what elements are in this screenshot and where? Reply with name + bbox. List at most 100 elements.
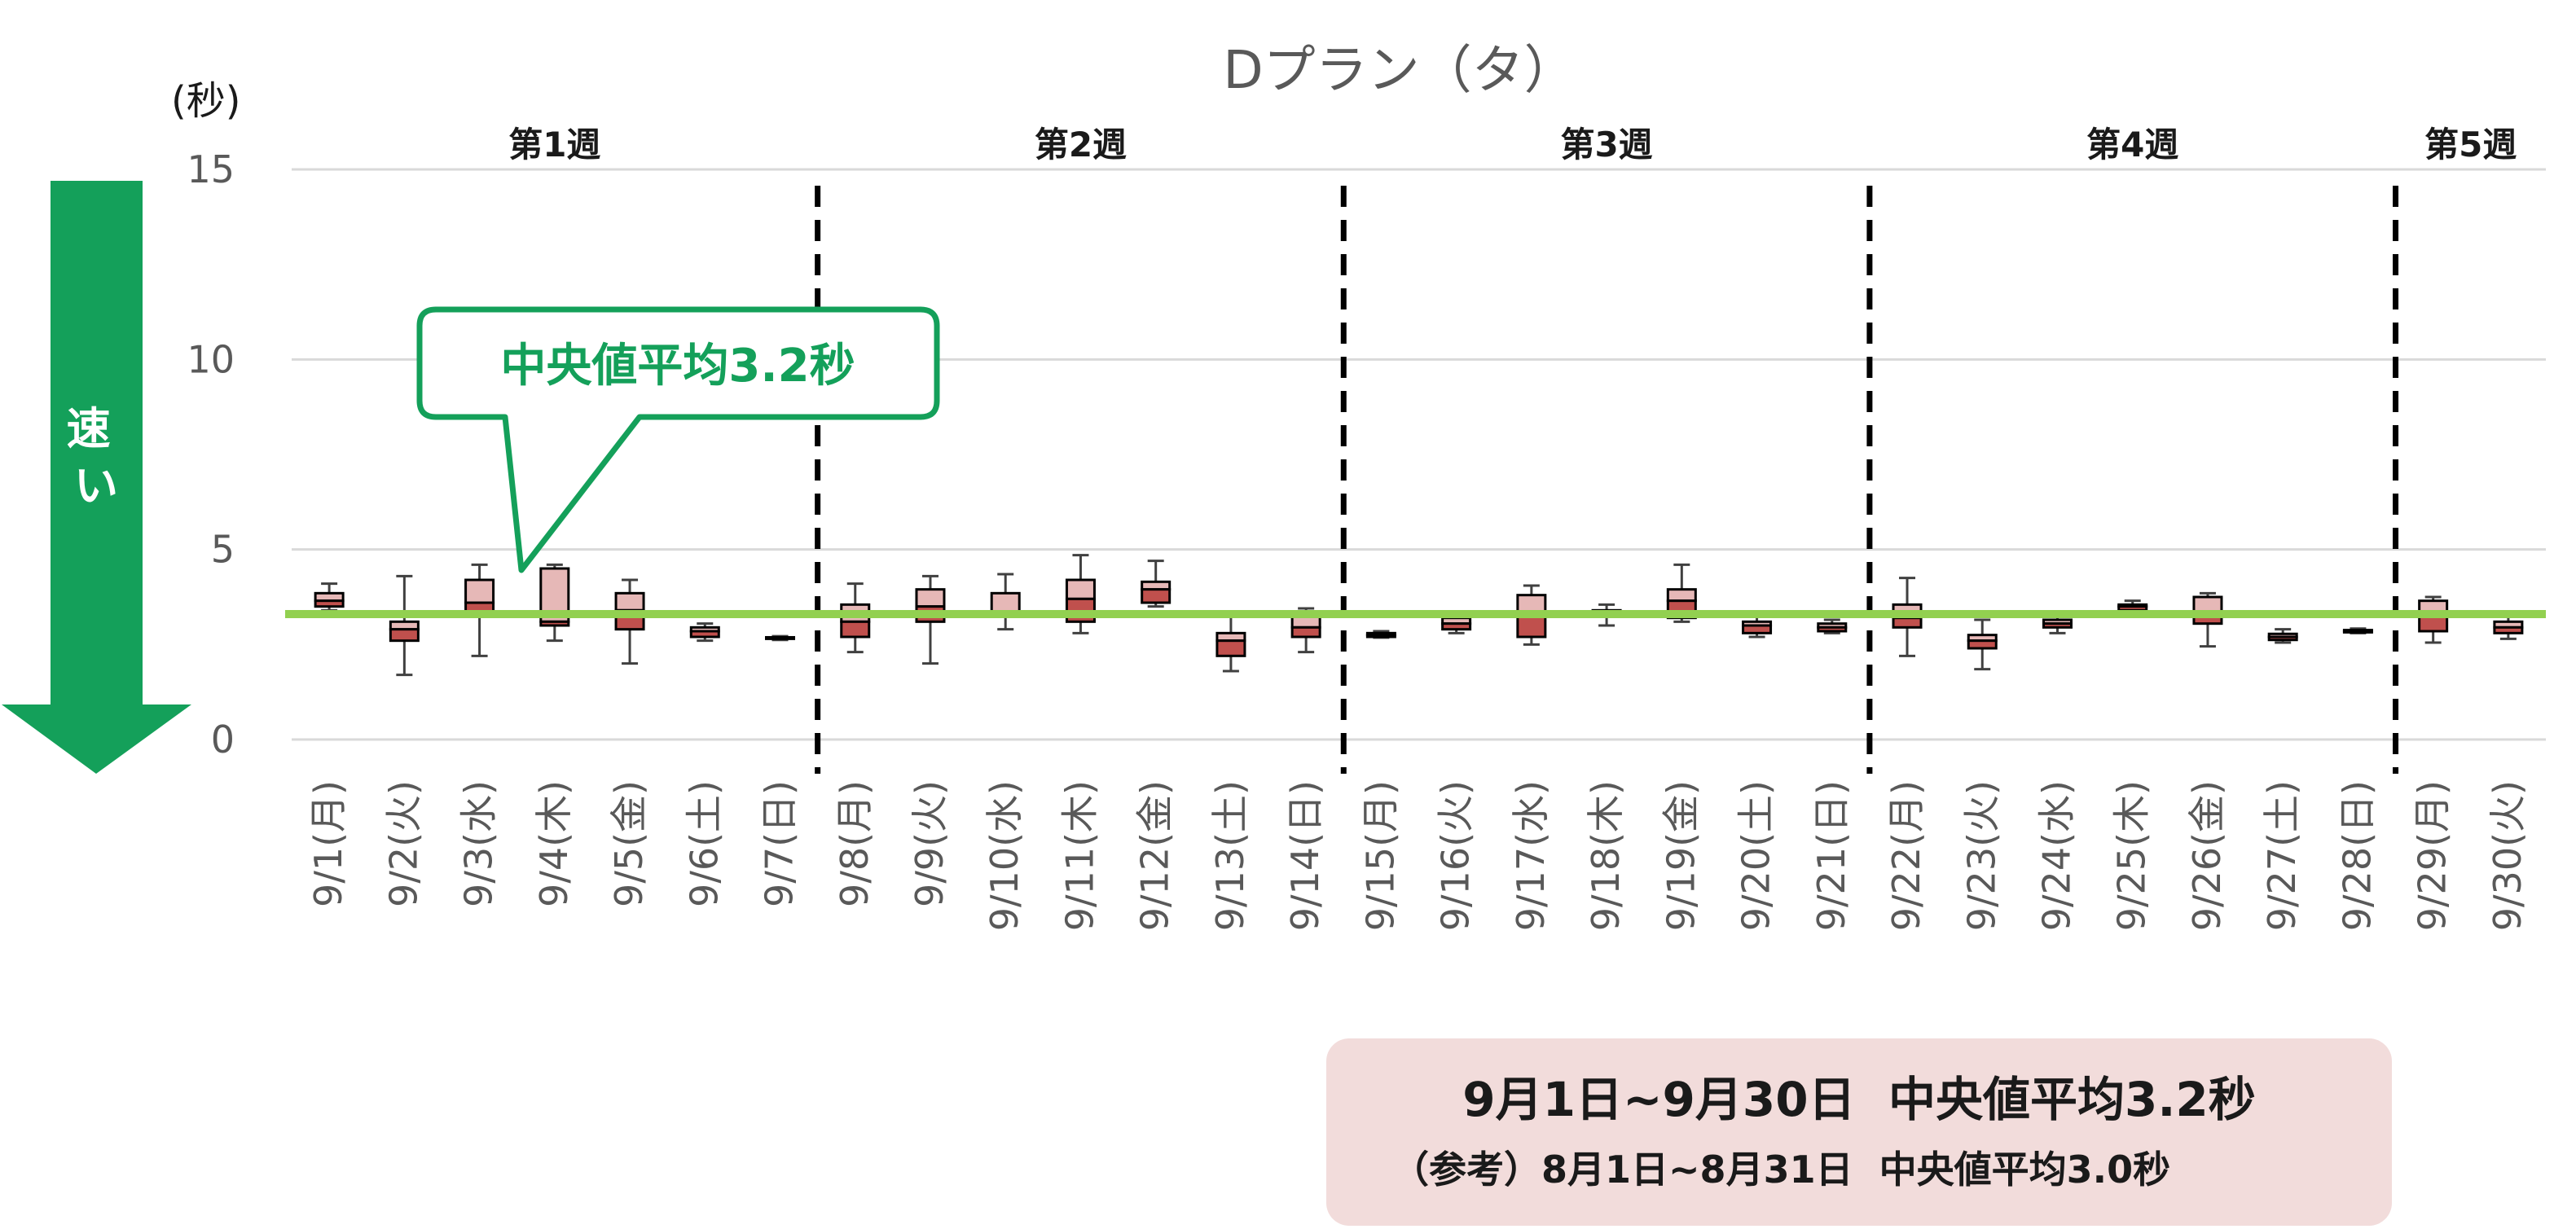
x-tick-label: 9/15(月)	[1358, 780, 1402, 931]
box-upper	[1065, 578, 1096, 600]
week-label: 第2週	[1035, 125, 1127, 165]
x-tick-label: 9/28(日)	[2335, 780, 2379, 931]
speed-label: 速 い	[67, 403, 126, 511]
x-tick-label: 9/2(火)	[381, 780, 425, 907]
x-tick-label: 9/6(土)	[682, 780, 726, 907]
x-tick-label: 9/30(火)	[2486, 780, 2530, 931]
box-lower	[1967, 639, 1998, 650]
x-tick-label: 9/10(水)	[982, 780, 1026, 931]
box-item	[1365, 630, 1396, 639]
x-tick-label: 9/9(火)	[908, 780, 952, 907]
box-lower	[1441, 622, 1472, 631]
x-tick-label: 9/11(木)	[1057, 780, 1101, 931]
box-lower	[1141, 588, 1172, 604]
x-tick-label: 9/21(日)	[1809, 780, 1853, 931]
x-tick-label: 9/24(水)	[2034, 780, 2078, 931]
box-item	[2342, 627, 2373, 634]
summary-box: 9月1日~9月30日 中央値平均3.2秒 （参考）8月1日~8月31日 中央値平…	[1326, 1038, 2392, 1226]
box-lower	[1817, 625, 1848, 633]
box-item	[2042, 614, 2073, 634]
box-lower	[765, 636, 796, 640]
box-lower	[1742, 624, 1773, 634]
box-lower	[539, 620, 570, 627]
callout-bubble	[416, 306, 940, 573]
box-item	[1441, 614, 1472, 634]
x-tick-label: 9/3(水)	[457, 780, 501, 907]
summary-main-text: 9月1日~9月30日 中央値平均3.2秒	[1462, 1072, 2256, 1127]
x-tick-label: 9/27(土)	[2260, 780, 2304, 931]
callout-text: 中央値平均3.2秒	[500, 340, 855, 393]
box-item	[915, 574, 946, 665]
box-item	[389, 574, 420, 677]
y-tick-label: 0	[211, 718, 235, 762]
box-upper	[464, 578, 495, 604]
box-lower	[314, 599, 345, 608]
x-tick-label: 9/1(月)	[306, 780, 350, 907]
down-arrow-icon	[2, 181, 191, 774]
box-item	[840, 582, 871, 654]
box-lower	[1290, 625, 1321, 639]
box-item	[2267, 628, 2298, 644]
x-tick-label: 9/12(金)	[1133, 780, 1177, 931]
y-tick-label: 5	[211, 528, 235, 572]
box-item	[314, 582, 345, 612]
week-dividers	[815, 186, 2399, 774]
x-tick-label: 9/25(木)	[2110, 780, 2154, 931]
x-tick-label: 9/26(金)	[2185, 780, 2229, 931]
x-tick-label: 9/7(日)	[758, 780, 802, 907]
box-item	[2192, 591, 2223, 648]
y-tick-label: 15	[187, 147, 235, 191]
box-lower	[689, 630, 720, 639]
box-item	[1817, 618, 1848, 634]
box-lower	[2342, 630, 2373, 634]
y-axis-label: (秒)	[171, 78, 240, 124]
x-tick-label: 9/22(月)	[1884, 780, 1928, 931]
box-lower	[389, 628, 420, 643]
x-tick-label: 9/18(木)	[1584, 780, 1628, 931]
box-lower	[1215, 639, 1246, 657]
summary-reference-text: （参考）8月1日~8月31日 中央値平均3.0秒	[1391, 1148, 2171, 1192]
week-label: 第4週	[2086, 125, 2178, 165]
box-item	[765, 634, 796, 642]
box-upper	[990, 591, 1021, 614]
box-item	[1967, 618, 1998, 671]
y-tick-label: 10	[187, 337, 235, 381]
box-lower	[2042, 622, 2073, 629]
x-tick-label: 9/13(土)	[1208, 780, 1252, 931]
x-tick-label: 9/23(火)	[1959, 780, 2003, 931]
x-tick-label: 9/16(火)	[1434, 780, 1478, 931]
box-lower	[2117, 605, 2148, 612]
x-tick-label: 9/14(日)	[1283, 780, 1327, 931]
week-label: 第1週	[508, 125, 600, 165]
gridlines	[292, 168, 2546, 741]
box-upper	[1666, 588, 1697, 603]
median-callout: 中央値平均3.2秒	[416, 306, 940, 573]
speed-arrow: 速 い	[2, 181, 191, 774]
box-lower	[1892, 617, 1923, 629]
x-tick-labels: 9/1(月) 9/2(火) 9/3(水) 9/4(木) 9/5(金) 9/6(土) 9/7(…	[306, 780, 2530, 931]
box-lower	[840, 620, 871, 639]
week-label: 第5週	[2424, 125, 2517, 165]
box-item	[689, 622, 720, 643]
box-upper	[915, 588, 946, 608]
x-tick-label: 9/29(月)	[2411, 780, 2455, 931]
week-label: 第3週	[1560, 125, 1652, 165]
x-tick-label: 9/5(金)	[607, 780, 651, 907]
y-tick-labels: 0 5 10 15	[187, 147, 235, 762]
x-tick-label: 9/19(金)	[1659, 780, 1703, 931]
box-item	[1065, 554, 1096, 634]
box-lower	[2493, 625, 2524, 634]
box-item	[990, 573, 1021, 631]
box-item	[2418, 595, 2449, 644]
box-upper	[614, 591, 645, 612]
chart-title: Dプラン（タ）	[1223, 41, 1576, 101]
x-tick-label: 9/8(月)	[833, 780, 877, 907]
box-item	[539, 563, 570, 643]
box-item	[614, 578, 645, 665]
x-tick-label: 9/4(木)	[532, 780, 576, 907]
box-lower	[1365, 634, 1396, 639]
x-tick-label: 9/17(水)	[1509, 780, 1553, 931]
week-labels: 第1週 第2週 第3週 第4週 第5週	[508, 125, 2517, 165]
box-item	[1215, 611, 1246, 673]
